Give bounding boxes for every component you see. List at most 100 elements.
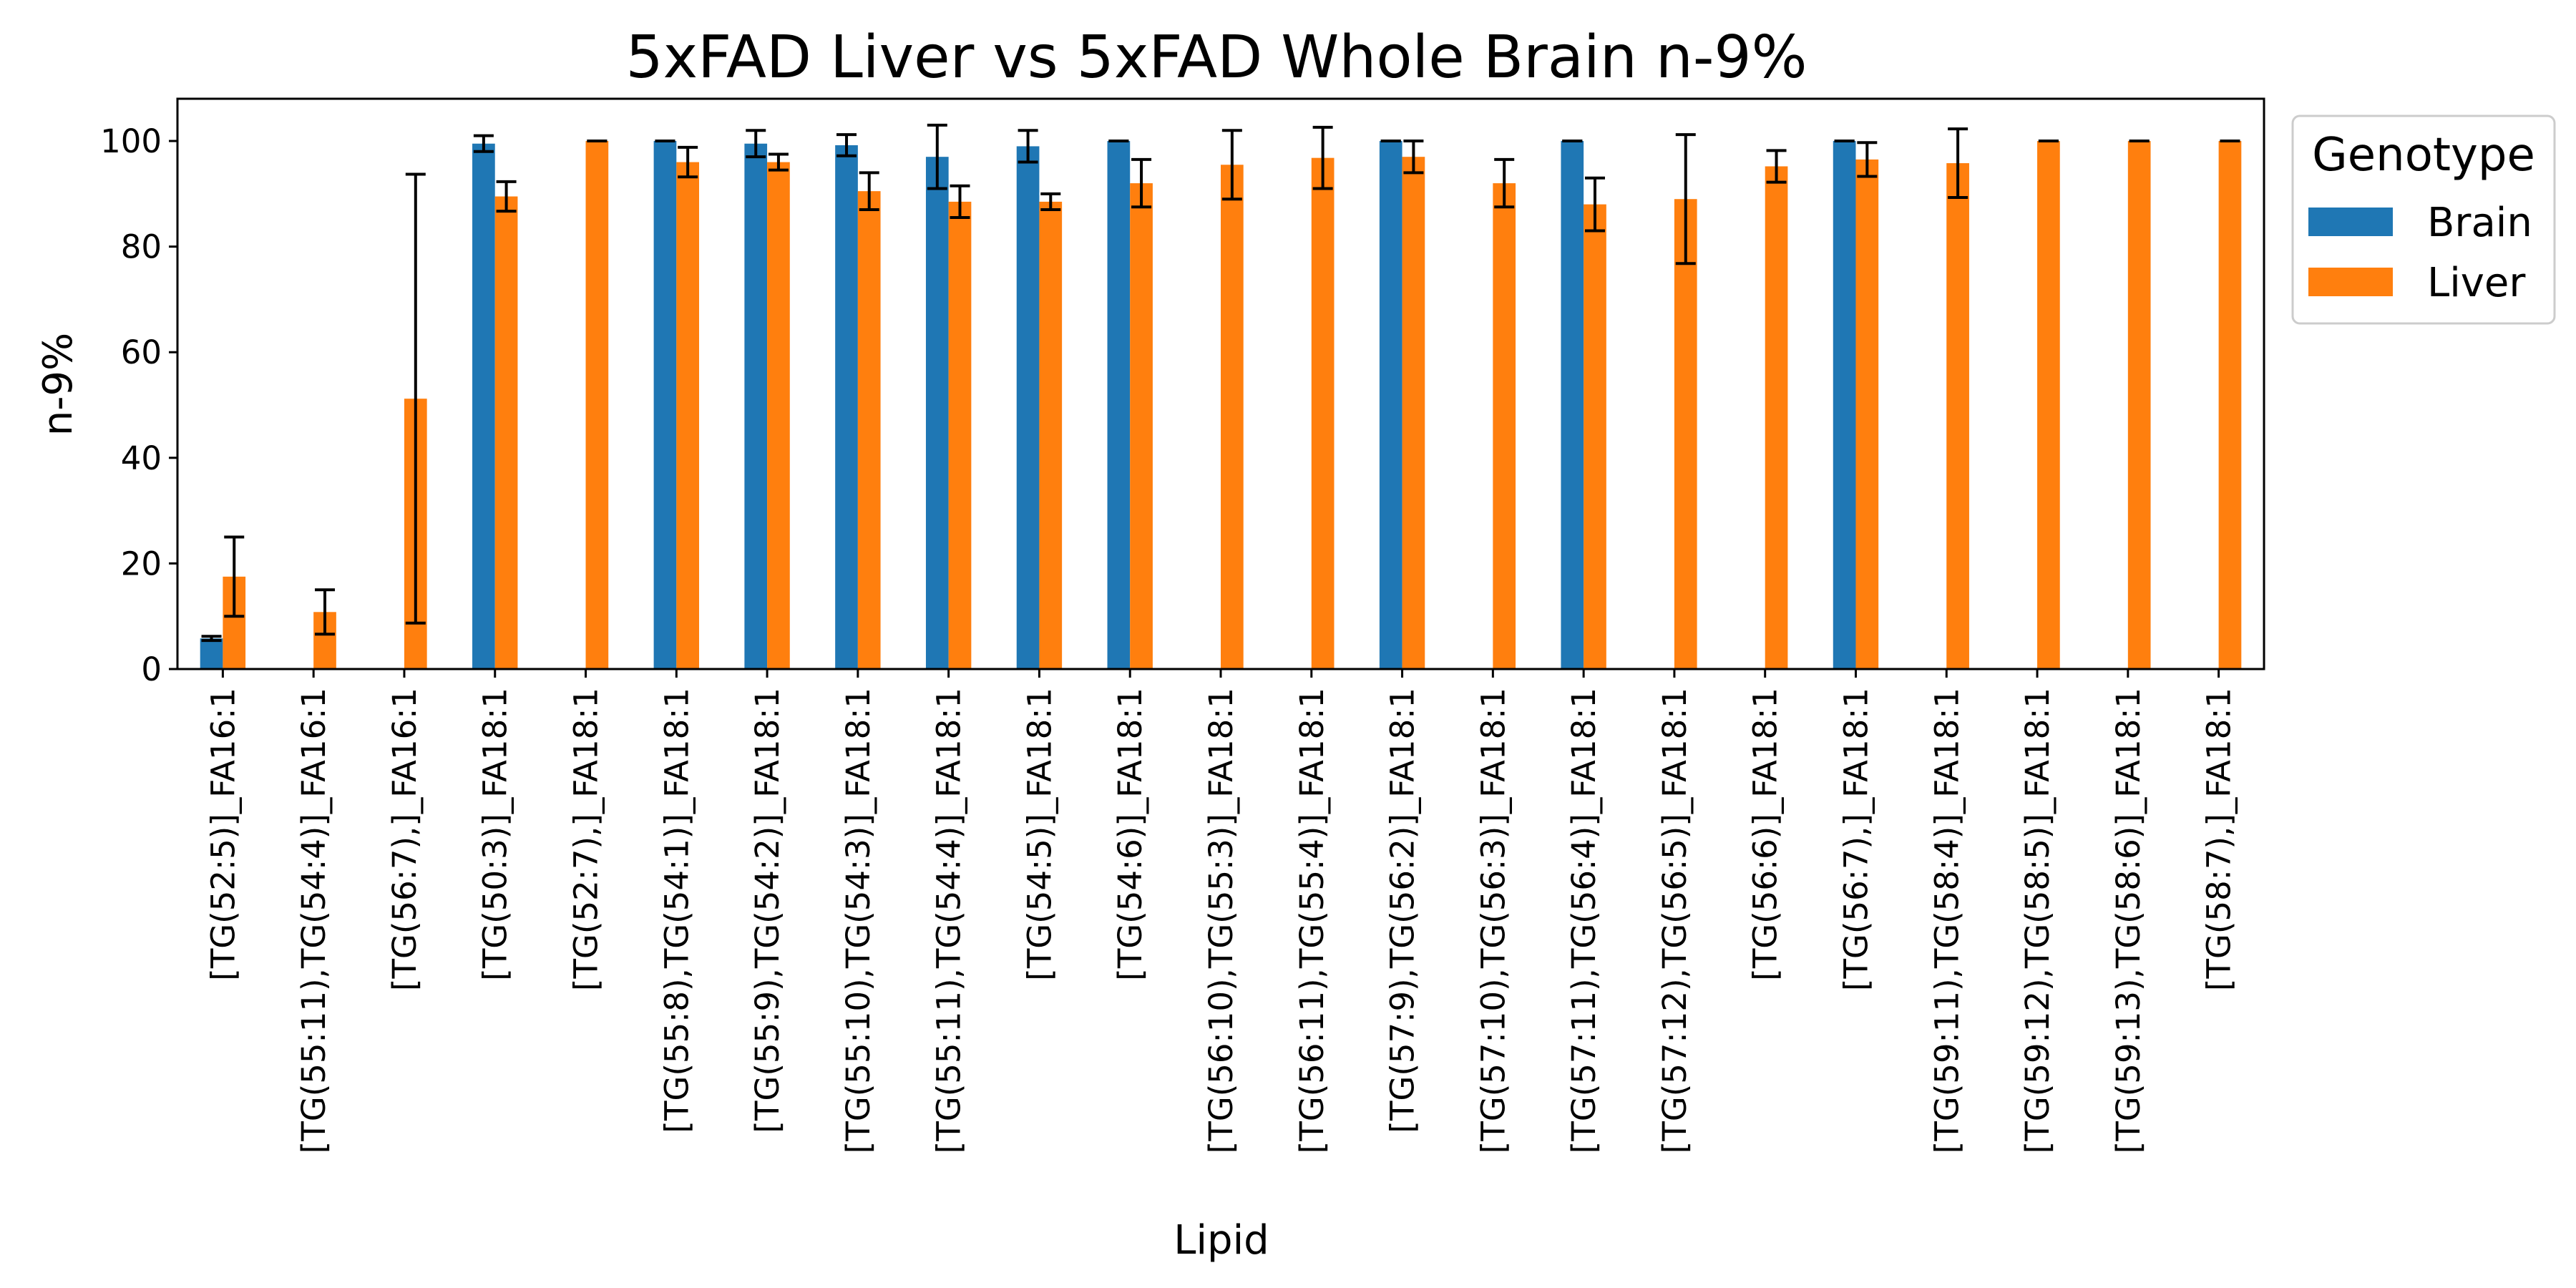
error-bar-liver-8	[950, 184, 970, 220]
error-bar-liver-19	[1948, 127, 1968, 199]
chart-title: 5xFAD Liver vs 5xFAD Whole Brain n-9%	[625, 24, 1807, 92]
error-bar-liver-10	[1131, 157, 1152, 209]
x-tick-label: [TG(54:6)]_FA18:1	[1111, 688, 1149, 981]
bar-liver-5	[676, 162, 699, 669]
bar-liver-7	[857, 191, 881, 669]
bar-brain-3	[472, 143, 495, 670]
error-bar-liver-5	[678, 145, 698, 179]
error-bar-liver-18	[1857, 141, 1878, 178]
x-tick-label: [TG(59:11),TG(58:4)]_FA18:1	[1928, 688, 1966, 1153]
bar-liver-19	[1946, 163, 1969, 669]
x-tick-label: [TG(59:12),TG(58:5)]_FA18:1	[2019, 688, 2057, 1153]
bar-liver-15	[1584, 204, 1606, 670]
bar-brain-8	[925, 157, 949, 669]
bar-liver-20	[2037, 141, 2060, 670]
error-bar-brain-8	[927, 123, 947, 190]
y-tick-label: 20	[121, 545, 162, 582]
bar-brain-18	[1833, 141, 1856, 670]
x-tick-label: [TG(57:10),TG(56:3)]_FA18:1	[1474, 688, 1512, 1153]
errorbars-layer	[201, 123, 2240, 643]
bar-brain-0	[200, 638, 223, 669]
bar-liver-8	[948, 201, 972, 669]
legend-swatch-brain	[2308, 208, 2393, 236]
error-bar-liver-16	[1675, 133, 1696, 265]
error-bar-liver-15	[1584, 176, 1605, 233]
y-tick-label: 60	[121, 333, 162, 371]
bar-liver-17	[1765, 166, 1788, 669]
x-tick-label: [TG(55:10),TG(54:3)]_FA18:1	[839, 688, 877, 1153]
bar-liver-10	[1130, 183, 1153, 669]
x-tick-label: [TG(58:7),]_FA18:1	[2200, 688, 2238, 991]
bar-liver-13	[1402, 157, 1425, 669]
error-bar-liver-9	[1040, 192, 1061, 211]
bar-brain-6	[744, 143, 768, 670]
x-tick-label: [TG(52:5)]_FA16:1	[204, 688, 242, 981]
x-tick-label: [TG(57:11),TG(56:4)]_FA18:1	[1565, 688, 1603, 1153]
x-tick-label: [TG(59:13),TG(58:6)]_FA18:1	[2109, 688, 2147, 1153]
error-bar-liver-14	[1494, 157, 1515, 209]
x-tick-label: [TG(55:9),TG(54:2)]_FA18:1	[748, 688, 786, 1133]
x-tick-label: [TG(50:3)]_FA18:1	[477, 688, 514, 981]
bar-liver-16	[1674, 199, 1697, 670]
bar-liver-22	[2218, 141, 2242, 670]
bar-brain-10	[1107, 141, 1131, 670]
error-bar-liver-17	[1766, 149, 1787, 184]
error-bar-liver-1	[315, 588, 336, 636]
error-bar-liver-7	[859, 171, 879, 211]
error-bar-liver-12	[1312, 125, 1333, 190]
bar-liver-14	[1493, 183, 1516, 669]
error-bar-liver-3	[496, 180, 517, 213]
bar-brain-7	[835, 145, 858, 669]
bar-brain-13	[1379, 141, 1402, 670]
x-tick-label: [TG(55:11),TG(54:4)]_FA16:1	[295, 688, 333, 1153]
legend: Genotype Brain Liver	[2291, 114, 2556, 325]
x-tick-label: [TG(56:7),]_FA16:1	[386, 688, 424, 991]
x-tick-label: [TG(55:11),TG(54:4)]_FA18:1	[930, 688, 968, 1153]
y-tick-label: 40	[121, 439, 162, 477]
x-axis: [TG(52:5)]_FA16:1 [TG(55:11),TG(54:4)]_FA…	[204, 669, 2238, 1153]
bar-liver-21	[2127, 141, 2151, 670]
y-axis: 0 20 40 60 80 100	[100, 122, 177, 688]
error-bar-brain-7	[836, 133, 857, 157]
error-bar-brain-9	[1018, 129, 1038, 164]
bar-liver-11	[1221, 165, 1244, 669]
error-bar-brain-3	[473, 134, 494, 153]
x-tick-label: [TG(56:10),TG(55:3)]_FA18:1	[1202, 688, 1240, 1153]
x-axis-label: Lipid	[1174, 1217, 1269, 1264]
legend-label-brain: Brain	[2427, 200, 2532, 246]
legend-swatch-liver	[2308, 268, 2393, 296]
error-bar-liver-0	[224, 535, 245, 618]
y-tick-label: 80	[121, 228, 162, 266]
x-tick-label: [TG(56:11),TG(55:4)]_FA18:1	[1293, 688, 1331, 1153]
x-tick-label: [TG(56:6)]_FA18:1	[1747, 688, 1785, 981]
error-bar-liver-13	[1403, 140, 1424, 175]
x-tick-label: [TG(56:7),]_FA18:1	[1837, 688, 1875, 991]
x-tick-label: [TG(52:7),]_FA18:1	[567, 688, 605, 991]
bar-liver-4	[585, 141, 609, 670]
bar-liver-3	[494, 196, 518, 669]
bar-brain-5	[653, 141, 677, 670]
error-bar-liver-6	[768, 152, 789, 172]
legend-title: Genotype	[2312, 129, 2535, 182]
legend-label-liver: Liver	[2427, 260, 2526, 306]
x-tick-label: [TG(57:9),TG(56:2)]_FA18:1	[1384, 688, 1422, 1133]
bars-layer	[200, 141, 2242, 670]
bar-liver-12	[1311, 157, 1335, 669]
y-axis-label: n-9%	[35, 333, 82, 436]
error-bar-liver-11	[1221, 129, 1242, 201]
error-bar-brain-6	[746, 129, 766, 159]
y-tick-label: 100	[100, 122, 162, 160]
error-bar-liver-2	[405, 172, 426, 625]
bar-liver-6	[767, 162, 790, 669]
x-tick-label: [TG(55:8),TG(54:1)]_FA18:1	[658, 688, 696, 1133]
y-tick-label: 0	[141, 650, 162, 688]
bar-liver-18	[1855, 159, 1879, 669]
bar-brain-15	[1561, 141, 1584, 670]
x-tick-label: [TG(57:12),TG(56:5)]_FA18:1	[1656, 688, 1694, 1153]
x-tick-label: [TG(54:5)]_FA18:1	[1020, 688, 1058, 981]
bar-brain-9	[1016, 146, 1040, 670]
error-bar-brain-0	[201, 635, 222, 643]
bar-liver-9	[1039, 201, 1063, 669]
